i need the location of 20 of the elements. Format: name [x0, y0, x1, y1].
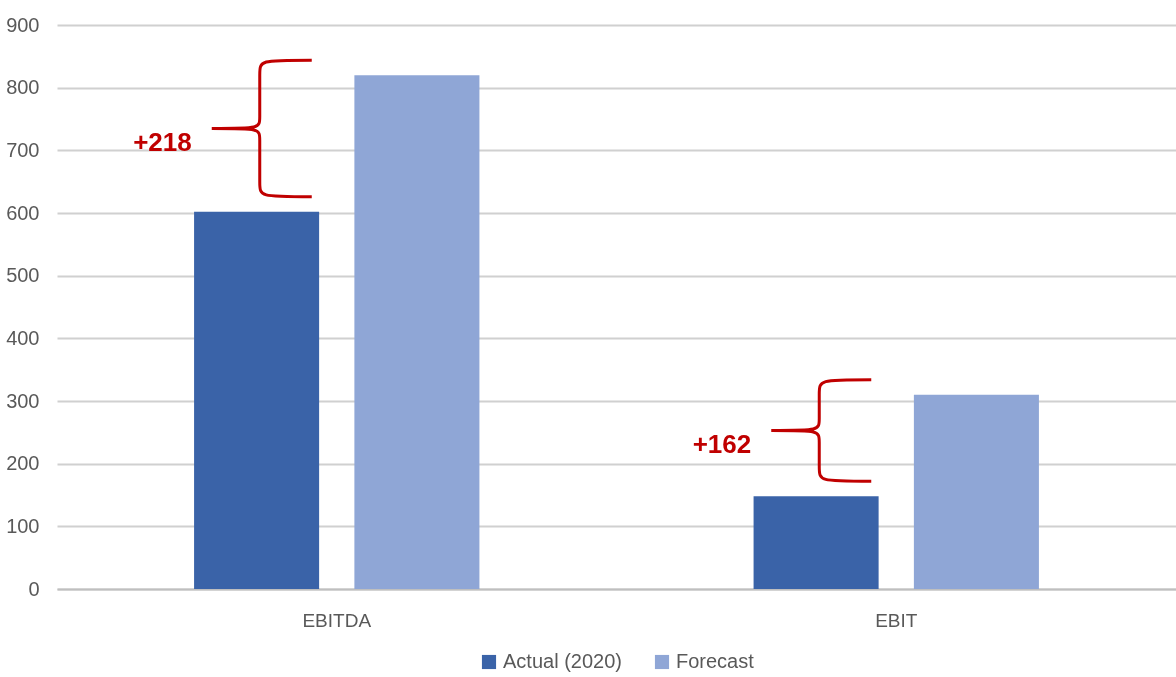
bar	[194, 211, 320, 589]
legend-label: Actual (2020)	[503, 650, 622, 672]
y-tick-label: 800	[6, 76, 40, 99]
bar	[354, 75, 480, 589]
x-tick-label: EBITDA	[302, 609, 372, 631]
y-tick-label: 600	[6, 201, 40, 224]
y-tick-label: 700	[6, 138, 40, 161]
y-tick-label: 400	[6, 326, 40, 349]
annotation: +218	[133, 127, 192, 158]
y-tick-label: 500	[6, 264, 40, 287]
y-tick-label: 200	[6, 452, 40, 475]
x-tick-label: EBIT	[875, 609, 918, 631]
y-tick-label: 300	[6, 389, 40, 412]
y-tick-label: 900	[6, 13, 40, 36]
legend-label: Forecast	[676, 650, 755, 672]
y-tick-label: 100	[6, 514, 40, 537]
annotation: +162	[692, 429, 752, 460]
y-tick-label: 0	[28, 577, 40, 600]
bar	[913, 394, 1039, 589]
bar	[753, 496, 879, 589]
